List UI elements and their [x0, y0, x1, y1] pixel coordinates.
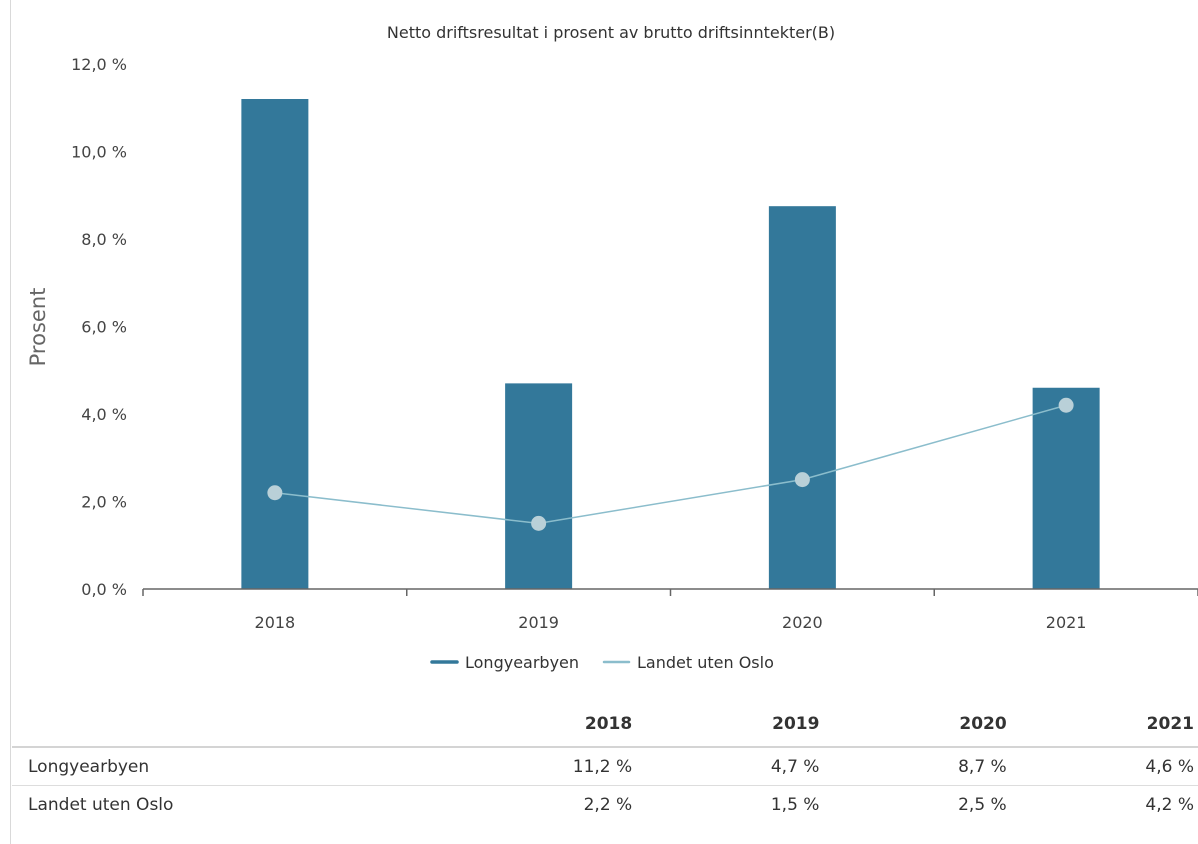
y-tick-label: 0,0 % — [81, 580, 127, 599]
bar-longyearbyen-2021 — [1032, 387, 1100, 589]
line-point-2018 — [267, 485, 283, 501]
table-cell: 4,2 % — [1145, 794, 1194, 815]
bar-longyearbyen-2018 — [241, 99, 309, 589]
table-header-2020: 2020 — [823, 702, 1011, 748]
table-cell: 2,2 % — [583, 794, 633, 815]
legend-label: Landet uten Oslo — [637, 653, 774, 672]
y-tick-label: 6,0 % — [81, 318, 127, 337]
y-tick-label: 12,0 % — [71, 55, 127, 74]
table-row: Landet uten Oslo 2,2 % 1,5 % 2,5 % 4,2 % — [12, 786, 1198, 824]
bar-longyearbyen-2020 — [768, 206, 836, 589]
y-axis-title: Prosent — [26, 288, 50, 367]
bar-longyearbyen-2019 — [505, 383, 573, 589]
table-cell: 11,2 % — [448, 747, 637, 786]
table-cell: 4,6 % — [1010, 747, 1198, 786]
table-row-label: Longyearbyen — [12, 747, 449, 786]
table-corner-cell — [12, 702, 449, 748]
x-tick-label: 2018 — [255, 613, 296, 632]
table-header-2019: 2019 — [636, 702, 824, 748]
line-point-2020 — [794, 472, 810, 488]
table-header-2018: 2018 — [448, 702, 637, 748]
table-row: Longyearbyen 11,2 % 4,7 % 8,7 % 4,6 % — [12, 747, 1198, 786]
legend-item-0: Longyearbyen — [430, 653, 579, 672]
line-series-landet-uten-oslo — [274, 404, 1067, 525]
table-row-label: Landet uten Oslo — [28, 794, 174, 815]
legend-label: Longyearbyen — [465, 653, 579, 672]
table-cell: 8,7 % — [823, 747, 1011, 786]
x-tick-label: 2020 — [782, 613, 823, 632]
page-left-border — [10, 0, 11, 844]
line-point-2021 — [1058, 397, 1074, 413]
table-cell: 4,7 % — [636, 747, 824, 786]
legend-item-1: Landet uten Oslo — [602, 653, 774, 672]
table-header-2021: 2021 — [1010, 702, 1198, 748]
y-tick-label: 8,0 % — [81, 230, 127, 249]
chart-title: Netto driftsresultat i prosent av brutto… — [387, 23, 835, 42]
y-tick-label: 2,0 % — [81, 493, 127, 512]
x-tick-label: 2019 — [518, 613, 559, 632]
line-point-2019 — [531, 515, 547, 531]
data-table: 2018 2019 2020 2021 Longyearbyen 11,2 % … — [12, 702, 1198, 823]
bar-line-chart: Netto driftsresultat i prosent av brutto… — [26, 23, 1198, 672]
y-tick-label: 10,0 % — [71, 143, 127, 162]
table-cell: 1,5 % — [770, 794, 820, 815]
table-cell: 2,5 % — [958, 794, 1007, 815]
table-header-row: 2018 2019 2020 2021 — [12, 702, 1198, 748]
y-tick-label: 4,0 % — [81, 405, 127, 424]
x-tick-label: 2021 — [1046, 613, 1087, 632]
